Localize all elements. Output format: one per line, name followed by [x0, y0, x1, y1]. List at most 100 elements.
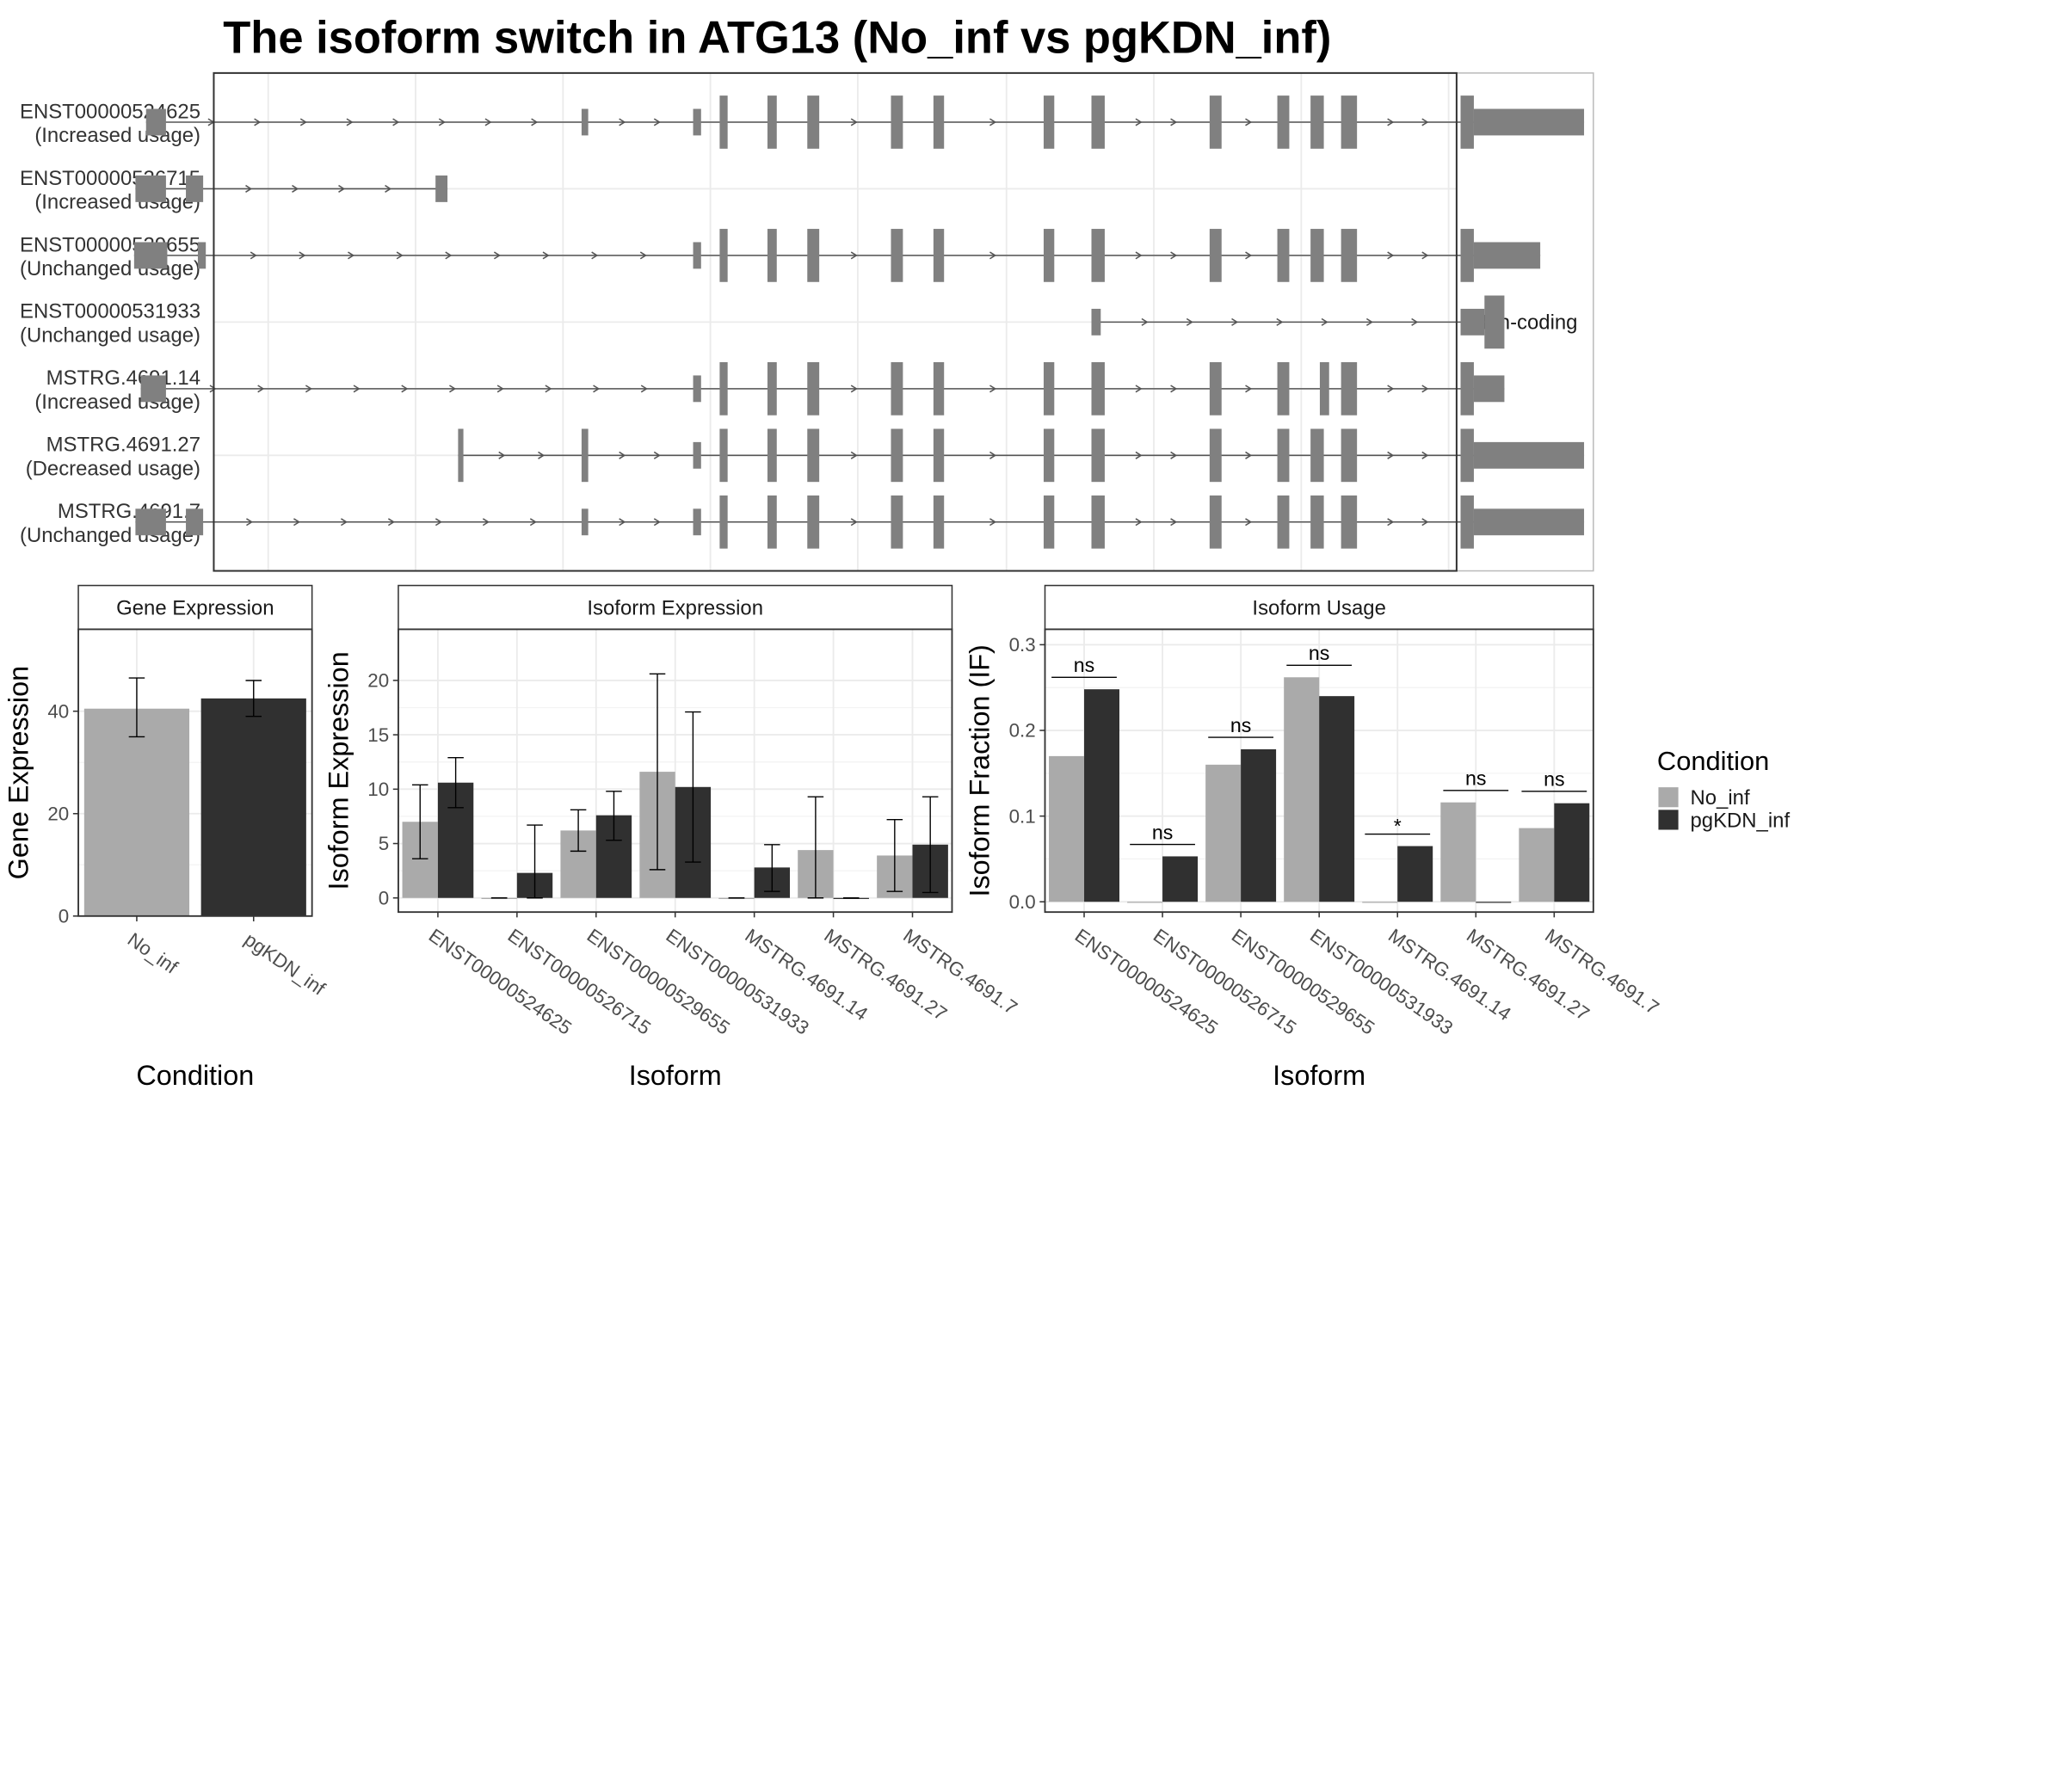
intron-arrow: [593, 385, 601, 393]
intron-arrow: [1421, 451, 1429, 459]
gene-expression-panel: Gene Expression 0 20 40 No_inf pgKDN_inf Gene …: [3, 584, 330, 1091]
x-tick-label: ENST00000526715: [504, 925, 655, 1039]
intron-arrow: [1135, 118, 1143, 126]
intron-arrow: [1245, 451, 1253, 459]
intron-arrow: [401, 385, 409, 393]
intron-arrow: [1135, 451, 1143, 459]
intron-arrow: [1387, 451, 1395, 459]
exon: [1460, 229, 1474, 282]
exon: [581, 108, 589, 136]
intron-arrow: [1387, 385, 1395, 393]
exon: [807, 361, 820, 416]
exon: [145, 108, 166, 136]
intron-arrow: [484, 118, 492, 126]
x-tick-label: pgKDN_inf: [241, 928, 330, 1000]
intron-arrow: [299, 118, 307, 126]
exon: [1209, 229, 1222, 282]
intron-arrow: [1387, 118, 1395, 126]
intron-arrow: [1245, 118, 1253, 126]
y-tick-label: 5: [379, 833, 389, 854]
exon: [1277, 229, 1290, 282]
exon: [1043, 361, 1055, 416]
isoform-status-label: (Increased usage): [34, 191, 200, 214]
exon: [767, 229, 777, 282]
exon: [1473, 441, 1585, 469]
intron-arrow: [850, 118, 858, 126]
panel-title: Gene Expression: [116, 597, 274, 620]
legend-swatch: [1658, 787, 1679, 808]
bar: [1397, 846, 1433, 902]
isoform-status-label: (Increased usage): [34, 124, 200, 147]
intron-arrow: [1135, 385, 1143, 393]
exon: [1277, 95, 1290, 149]
intron-arrow: [1421, 251, 1429, 260]
exon: [693, 242, 701, 269]
intron-arrow: [293, 518, 301, 527]
exon: [693, 375, 701, 403]
panel-title: Isoform Usage: [1252, 597, 1385, 620]
intron-arrow: [257, 385, 265, 393]
intron-arrow: [438, 118, 446, 126]
bar: [1440, 802, 1476, 902]
y-tick-label: 0.2: [1009, 720, 1036, 742]
exon: [435, 176, 448, 202]
y-tick-label: 40: [47, 700, 69, 722]
intron-arrow: [989, 251, 997, 260]
exon: [719, 229, 728, 282]
bar: [1554, 803, 1590, 902]
chart-canvas: The isoform switch in ATG13 (No_inf vs p…: [3, 14, 1790, 1091]
intron-arrow: [1186, 317, 1193, 326]
intron-arrow: [619, 451, 626, 459]
intron-arrow: [653, 118, 661, 126]
intron-arrow: [396, 251, 404, 260]
isoform-status-label: (Unchanged usage): [20, 257, 200, 280]
intron-arrow: [445, 251, 453, 260]
legend-label: No_inf: [1690, 786, 1749, 810]
exon: [767, 361, 777, 416]
intron-arrow: [531, 118, 539, 126]
exon: [1460, 95, 1474, 149]
exon: [1341, 495, 1358, 549]
exon: [767, 495, 777, 549]
intron-arrow: [392, 118, 400, 126]
bar: [200, 698, 306, 916]
intron-arrow: [653, 451, 661, 459]
x-tick-label: ENST00000526715: [1150, 925, 1300, 1039]
intron-arrow: [1276, 317, 1284, 326]
intron-arrow: [529, 518, 537, 527]
significance-label: ns: [1309, 642, 1329, 664]
exon: [719, 361, 728, 416]
intron-arrow: [353, 385, 361, 393]
isoform-id-label: ENST00000524625: [20, 100, 200, 123]
isoform-id-label: MSTRG.4691.14: [46, 366, 200, 390]
bar: [1084, 689, 1119, 902]
intron-arrow: [591, 251, 599, 260]
exon: [1460, 361, 1474, 416]
exon: [933, 361, 945, 416]
exon: [1277, 428, 1290, 483]
y-tick-label: 20: [367, 670, 389, 692]
intron-arrow: [1421, 518, 1429, 527]
exon: [1341, 361, 1358, 416]
x-tick-label: No_inf: [124, 928, 182, 978]
exon: [1043, 95, 1055, 149]
exon: [1310, 495, 1324, 549]
intron-arrow: [482, 518, 490, 527]
exon: [1043, 428, 1055, 483]
intron-arrow: [619, 118, 626, 126]
exon: [1209, 495, 1222, 549]
y-tick-label: 20: [47, 803, 69, 824]
exon: [891, 229, 903, 282]
intron-arrow: [989, 451, 997, 459]
intron-arrow: [1411, 317, 1419, 326]
isoform-id-label: MSTRG.4691.7: [58, 500, 200, 523]
isoform-id-label: ENST00000531933: [20, 300, 200, 323]
isoform-id-label: MSTRG.4691.27: [46, 434, 200, 457]
intron-arrow: [1170, 451, 1178, 459]
exon: [933, 229, 945, 282]
exon: [1310, 428, 1324, 483]
isoform-id-label: ENST00000526715: [20, 167, 200, 190]
exon: [1209, 95, 1222, 149]
intron-arrow: [1170, 251, 1178, 260]
